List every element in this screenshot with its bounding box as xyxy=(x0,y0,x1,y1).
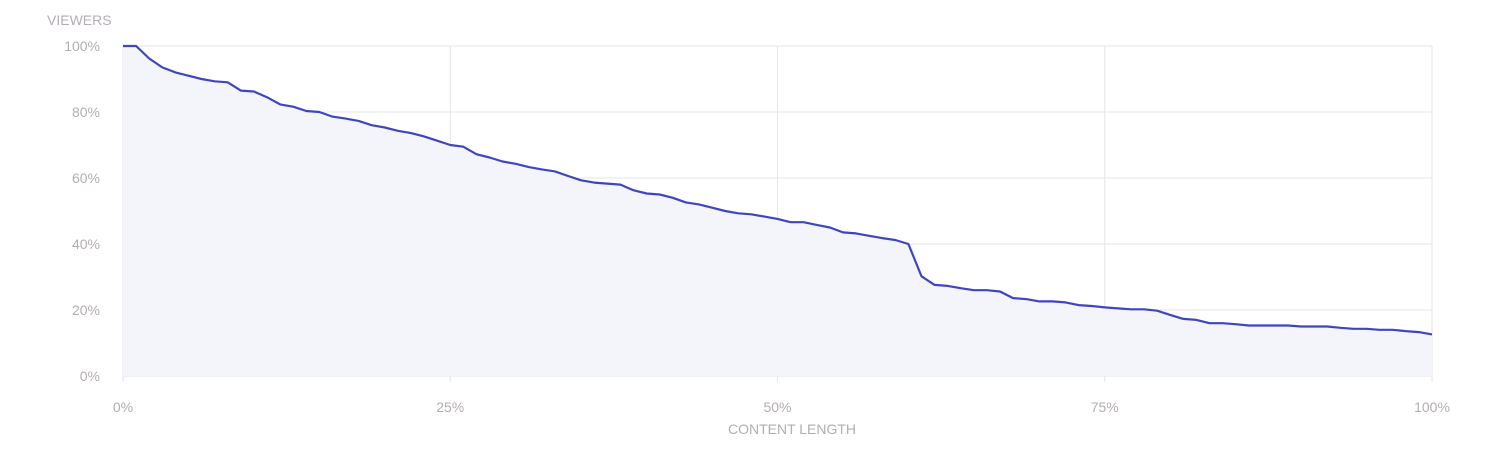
x-tick-label: 0% xyxy=(113,399,133,415)
series-area xyxy=(123,46,1432,376)
y-tick-label: 0% xyxy=(80,368,100,384)
y-tick-label: 60% xyxy=(72,170,100,186)
y-tick-label: 20% xyxy=(72,302,100,318)
x-tick-label: 100% xyxy=(1414,399,1450,415)
y-tick-label: 80% xyxy=(72,104,100,120)
y-axis-ticks: 0% 20% 40% 60% 80% 100% xyxy=(64,38,100,384)
x-axis-ticks: 0% 25% 50% 75% 100% xyxy=(113,399,1450,415)
x-tick-label: 25% xyxy=(436,399,464,415)
x-tick-label: 50% xyxy=(763,399,791,415)
x-axis-label: CONTENT LENGTH xyxy=(728,421,856,437)
y-tick-label: 100% xyxy=(64,38,100,54)
y-axis-label: VIEWERS xyxy=(47,12,112,28)
y-tick-label: 40% xyxy=(72,236,100,252)
x-tick-label: 75% xyxy=(1091,399,1119,415)
series-line xyxy=(123,44,1433,336)
